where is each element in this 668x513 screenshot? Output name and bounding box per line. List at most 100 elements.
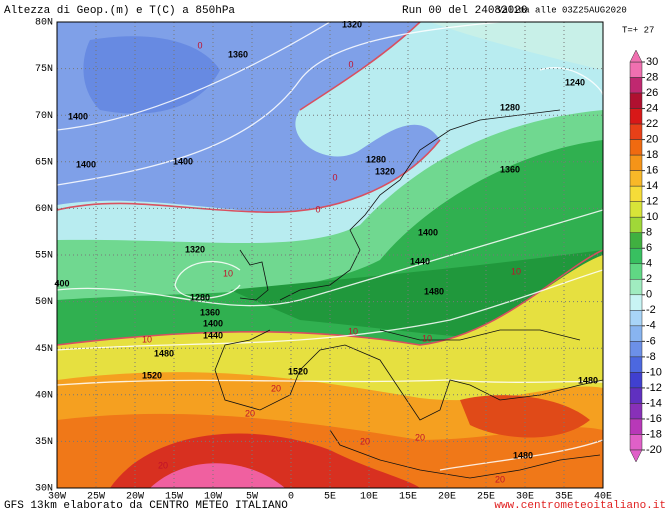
temperature-label: 10 bbox=[422, 333, 432, 343]
latitude-label: 60N bbox=[35, 204, 53, 215]
colorbar-segment bbox=[629, 247, 643, 265]
map-title: Altezza di Geop.(m) e T(C) a 850hPa bbox=[4, 5, 235, 17]
latitude-label: 65N bbox=[35, 157, 53, 168]
geopotential-label: 1320 bbox=[375, 166, 395, 176]
map-frame bbox=[56, 21, 604, 489]
colorbar-segment bbox=[629, 372, 643, 389]
longitude-label: 10E bbox=[360, 492, 378, 503]
geopotential-label: 1400 bbox=[418, 227, 438, 237]
valid-label: Valida alle 03Z25AUG2020 bbox=[497, 5, 627, 15]
colorbar-segment bbox=[629, 61, 643, 78]
latitude-label: 45N bbox=[35, 344, 53, 355]
colorbar-segment bbox=[629, 170, 643, 187]
colorbar-tick-label: -4 bbox=[646, 320, 656, 332]
run-label: Run 00 del 24082020 bbox=[402, 5, 527, 17]
latitude-label: 75N bbox=[35, 64, 53, 75]
colorbar-tick-label: -18 bbox=[646, 428, 662, 440]
longitude-label: 10W bbox=[204, 492, 222, 503]
geopotential-label: 1480 bbox=[424, 286, 444, 296]
colorbar-tick-label: 12 bbox=[646, 196, 658, 208]
geopotential-label: 1360 bbox=[500, 164, 520, 174]
colorbar-segment bbox=[629, 123, 643, 140]
temperature-label: 0 bbox=[332, 172, 337, 182]
geopotential-label: 1280 bbox=[500, 102, 520, 112]
colorbar-segment bbox=[629, 108, 643, 125]
colorbar-tick-label: -16 bbox=[646, 413, 662, 425]
temperature-label: 20 bbox=[495, 474, 505, 484]
colorbar-tick-label: -12 bbox=[646, 382, 662, 394]
colorbar-tick-label: 8 bbox=[646, 227, 652, 239]
colorbar-segment bbox=[629, 418, 643, 435]
longitude-label: 30W bbox=[48, 492, 66, 503]
geopotential-contour bbox=[57, 22, 603, 471]
colorbar-tick-label: 10 bbox=[646, 211, 658, 223]
geopotential-label: 1480 bbox=[578, 375, 598, 385]
latitude-label: 30N bbox=[35, 484, 53, 495]
latitude-label: 70N bbox=[35, 111, 53, 122]
temperature-label: 20 bbox=[271, 383, 281, 393]
geopotential-label: 1400 bbox=[173, 156, 193, 166]
colorbar-tick-label: 22 bbox=[646, 118, 658, 130]
colorbar-tick-label: -8 bbox=[646, 351, 656, 363]
geopotential-label: 1520 bbox=[142, 370, 162, 380]
longitude-label: 30E bbox=[516, 492, 534, 503]
colorbar-tick-label: 16 bbox=[646, 165, 658, 177]
geopotential-label: 1280 bbox=[366, 154, 386, 164]
coastline bbox=[214, 109, 603, 479]
colorbar-segment bbox=[629, 403, 643, 420]
colorbar-segment bbox=[629, 263, 643, 280]
geopotential-label: 1400 bbox=[68, 111, 88, 121]
longitude-label: 25W bbox=[87, 492, 105, 503]
temperature-label: 10 bbox=[348, 326, 358, 336]
temperature-label: 10 bbox=[511, 266, 521, 276]
colorbar-segment bbox=[629, 341, 643, 358]
temperature-label: 0 bbox=[348, 59, 353, 69]
longitude-label: 25E bbox=[477, 492, 495, 503]
colorbar-segment bbox=[629, 232, 643, 249]
longitude-label: 15W bbox=[165, 492, 183, 503]
geopotential-label: 1400 bbox=[76, 159, 96, 169]
longitude-label: 5E bbox=[324, 492, 336, 503]
colorbar-segment bbox=[629, 92, 643, 109]
temperature-label: 20 bbox=[158, 460, 168, 470]
longitude-label: 20W bbox=[126, 492, 144, 503]
longitude-label: 20E bbox=[438, 492, 456, 503]
longitude-label: 5W bbox=[246, 492, 258, 503]
colorbar-segment bbox=[629, 310, 643, 327]
colorbar-tick-label: 28 bbox=[646, 71, 658, 83]
colorbar-tick-label: -14 bbox=[646, 397, 662, 409]
colorbar-tick-label: 26 bbox=[646, 87, 658, 99]
colorbar-segment bbox=[629, 356, 643, 373]
colorbar-segment bbox=[629, 434, 643, 451]
geopotential-label: 1520 bbox=[288, 366, 308, 376]
forecast-step: T=+ 27 bbox=[622, 25, 654, 35]
colorbar-tick-label: 24 bbox=[646, 102, 658, 114]
colorbar-tick-label: 6 bbox=[646, 242, 652, 254]
colorbar-tick-label: -6 bbox=[646, 335, 656, 347]
colorbar-tick-label: -10 bbox=[646, 366, 662, 378]
colorbar-arrow-bottom bbox=[629, 449, 643, 463]
graticule bbox=[57, 22, 603, 488]
geopotential-label: 1480 bbox=[154, 348, 174, 358]
latitude-label: 40N bbox=[35, 390, 53, 401]
longitude-label: 0 bbox=[288, 492, 294, 503]
latitude-label: 50N bbox=[35, 297, 53, 308]
colorbar-tick-label: 30 bbox=[646, 56, 658, 68]
geopotential-label: 400 bbox=[54, 278, 69, 288]
colorbar-tick-label: -20 bbox=[646, 444, 662, 456]
temperature-label: 20 bbox=[245, 408, 255, 418]
colorbar-segment bbox=[629, 294, 643, 311]
colorbar-segment bbox=[629, 154, 643, 171]
footer-site[interactable]: www.centrometeoitaliano.it bbox=[494, 500, 666, 512]
colorbar-segment bbox=[629, 325, 643, 342]
latitude-label: 55N bbox=[35, 251, 53, 262]
colorbar-segment bbox=[629, 185, 643, 202]
temperature-label: 20 bbox=[360, 436, 370, 446]
geopotential-label: 1400 bbox=[203, 318, 223, 328]
geopotential-label: 1440 bbox=[203, 330, 223, 340]
temperature-label: 0 bbox=[197, 40, 202, 50]
geopotential-label: 1360 bbox=[228, 49, 248, 59]
longitude-label: 15E bbox=[399, 492, 417, 503]
colorbar-segment bbox=[629, 77, 643, 94]
